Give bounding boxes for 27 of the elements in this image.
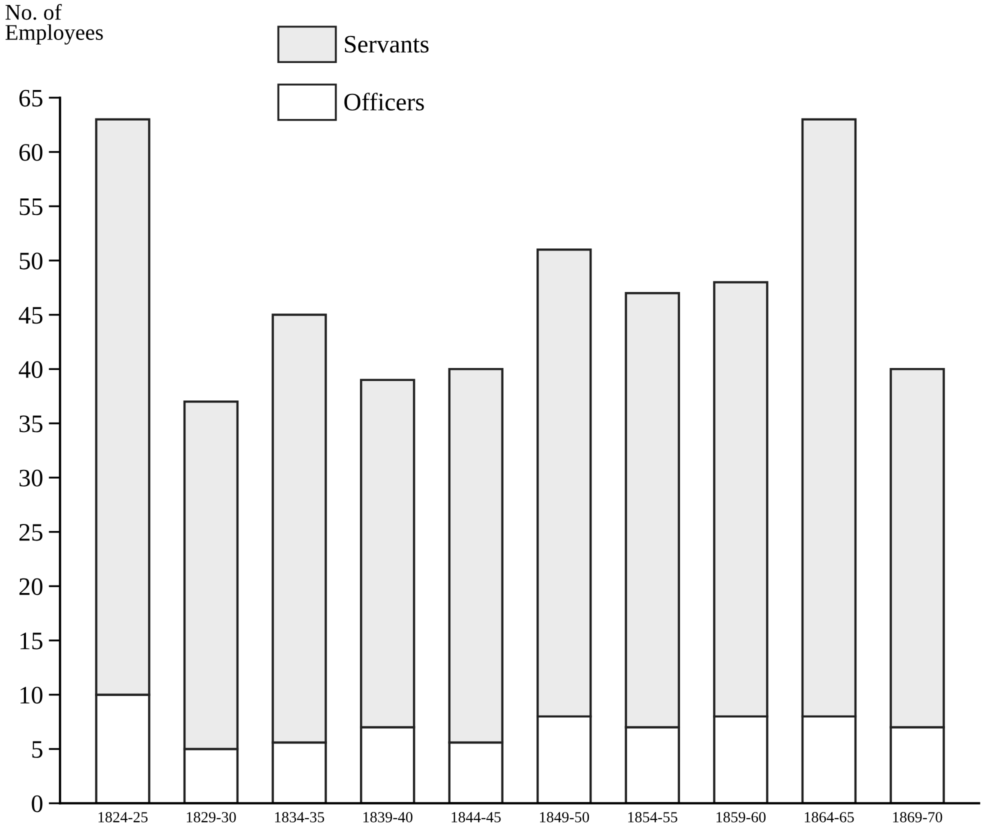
legend-label: Officers — [344, 92, 424, 111]
x-tick-label: 1854-55 — [628, 812, 678, 822]
y-tick-label: 0 — [32, 795, 42, 812]
y-tick-label: 20 — [19, 578, 42, 596]
y-tick-label: 40 — [18, 361, 42, 378]
x-tick-label: 1849-50 — [540, 812, 590, 822]
x-tick-label: 1869-70 — [893, 812, 942, 822]
y-axis-title: No. of Employees — [6, 4, 103, 45]
y-tick-label: 35 — [20, 415, 42, 432]
y-tick-label: 60 — [19, 144, 42, 161]
y-tick-label: 25 — [19, 524, 42, 541]
x-tick-label: 1864-65 — [804, 812, 854, 822]
y-tick-label: 10 — [20, 686, 42, 704]
y-tick-label: 50 — [20, 252, 42, 270]
y-tick-label: 65 — [19, 90, 42, 107]
y-tick-label: 55 — [20, 198, 42, 216]
x-tick-label: 1829-30 — [186, 812, 236, 822]
x-tick-label: 1844-45 — [452, 812, 501, 822]
x-tick-label: 1824-25 — [98, 812, 148, 822]
y-tick-label: 45 — [18, 307, 42, 324]
x-tick-label: 1859-60 — [716, 812, 766, 822]
x-tick-label: 1834-35 — [275, 812, 324, 822]
y-tick-label: 30 — [20, 470, 42, 487]
x-tick-label: 1839-40 — [363, 812, 412, 822]
legend-label: Servants — [345, 36, 429, 53]
y-tick-label: 5 — [32, 741, 42, 758]
y-tick-label: 15 — [20, 632, 42, 650]
